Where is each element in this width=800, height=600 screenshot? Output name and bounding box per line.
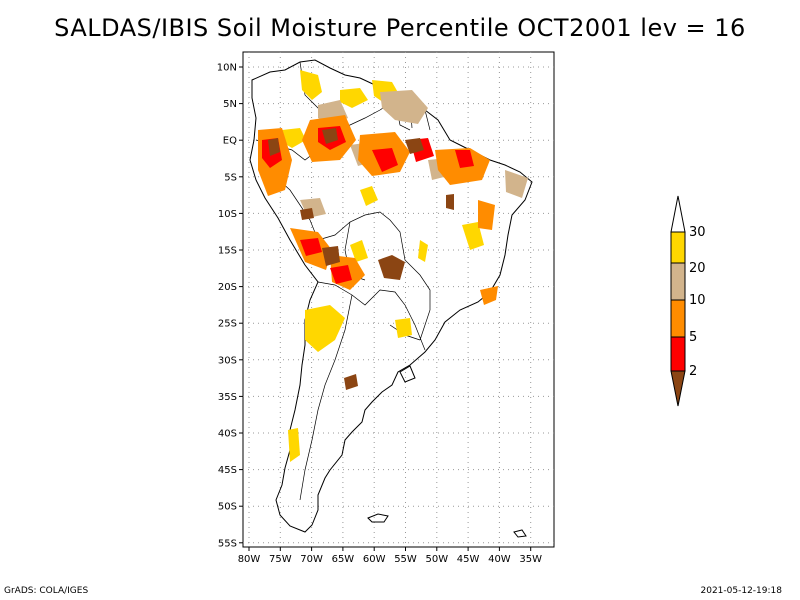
lat-tick-label: 5S	[224, 172, 237, 183]
lat-tick-label: 40S	[218, 429, 237, 440]
lat-tick-label: 55S	[218, 538, 237, 549]
percentile-patch	[322, 128, 338, 144]
percentile-patch	[505, 170, 528, 198]
percentile-patch	[378, 255, 405, 280]
percentile-patch	[300, 208, 314, 220]
color-legend: 30 20 10 5 2	[670, 195, 706, 407]
percentile-patch	[380, 90, 428, 124]
lat-tick-label: 10S	[218, 209, 237, 220]
percentile-patch	[330, 265, 352, 284]
lat-tick-label: 45S	[218, 465, 237, 476]
lon-tick-label: 75W	[269, 554, 292, 565]
percentile-patch	[300, 238, 322, 256]
legend-swatch	[670, 336, 686, 372]
legend-label: 30	[689, 225, 706, 240]
percentile-patch	[288, 428, 300, 462]
soil-moisture-field	[258, 70, 528, 462]
percentile-patch	[305, 305, 345, 352]
lagoon-outline	[399, 365, 416, 383]
map-title: SALDAS/IBIS Soil Moisture Percentile OCT…	[54, 14, 746, 42]
lat-tick-label: 35S	[218, 392, 237, 403]
percentile-patch	[395, 318, 412, 338]
percentile-patch	[360, 186, 378, 206]
legend-arrow-bottom	[670, 370, 686, 407]
latitude-axis: 10N 5N EQ 5S 10S 15S 20S 25S 30S 35S 40S 45S 50S 55S	[217, 63, 243, 549]
lat-tick-label: 5N	[223, 99, 237, 110]
longitude-axis: 80W 75W 70W 65W 60W 55W 50W 45W 40W 35W	[238, 547, 542, 565]
lat-tick-label: 30S	[218, 355, 237, 366]
legend-label: 20	[689, 261, 706, 276]
percentile-patch	[322, 246, 340, 266]
lon-tick-label: 65W	[332, 554, 355, 565]
footer-credit: GrADS: COLA/IGES	[4, 586, 89, 596]
legend-swatch	[670, 262, 686, 301]
legend-swatch	[670, 231, 686, 264]
lat-tick-label: 25S	[218, 319, 237, 330]
percentile-patch	[446, 194, 454, 210]
lon-tick-label: 50W	[425, 554, 448, 565]
percentile-patch	[344, 374, 358, 390]
lat-tick-label: 20S	[218, 282, 237, 293]
percentile-patch	[418, 240, 428, 262]
lon-tick-label: 45W	[457, 554, 480, 565]
falkland-islands	[367, 513, 389, 523]
percentile-patch	[282, 128, 306, 148]
lon-tick-label: 55W	[394, 554, 417, 565]
percentile-patch	[268, 138, 280, 156]
footer-timestamp: 2021-05-12-19:18	[700, 586, 783, 596]
lon-tick-label: 40W	[488, 554, 511, 565]
lat-tick-label: 50S	[218, 502, 237, 513]
map-frame	[242, 51, 555, 548]
legend-arrow-top	[670, 195, 686, 233]
legend-label: 2	[689, 364, 697, 379]
percentile-patch	[300, 70, 322, 100]
lat-tick-label: 10N	[217, 63, 237, 74]
legend-label: 5	[689, 330, 697, 345]
percentile-patch	[480, 286, 498, 305]
legend-label: 10	[689, 293, 706, 308]
legend-swatch	[670, 299, 686, 338]
lon-tick-label: 35W	[519, 554, 542, 565]
south-georgia-island	[513, 529, 527, 538]
percentile-patch	[462, 222, 484, 250]
lat-tick-label: 15S	[218, 246, 237, 257]
lon-tick-label: 60W	[363, 554, 386, 565]
lon-tick-label: 80W	[238, 554, 261, 565]
percentile-patch	[340, 88, 368, 108]
percentile-patch	[455, 150, 474, 168]
lat-tick-label: EQ	[223, 136, 237, 147]
percentile-patch	[478, 200, 495, 230]
lon-tick-label: 70W	[300, 554, 323, 565]
percentile-patch	[350, 240, 368, 262]
percentile-patch	[405, 138, 424, 154]
percentile-patch	[372, 148, 398, 172]
